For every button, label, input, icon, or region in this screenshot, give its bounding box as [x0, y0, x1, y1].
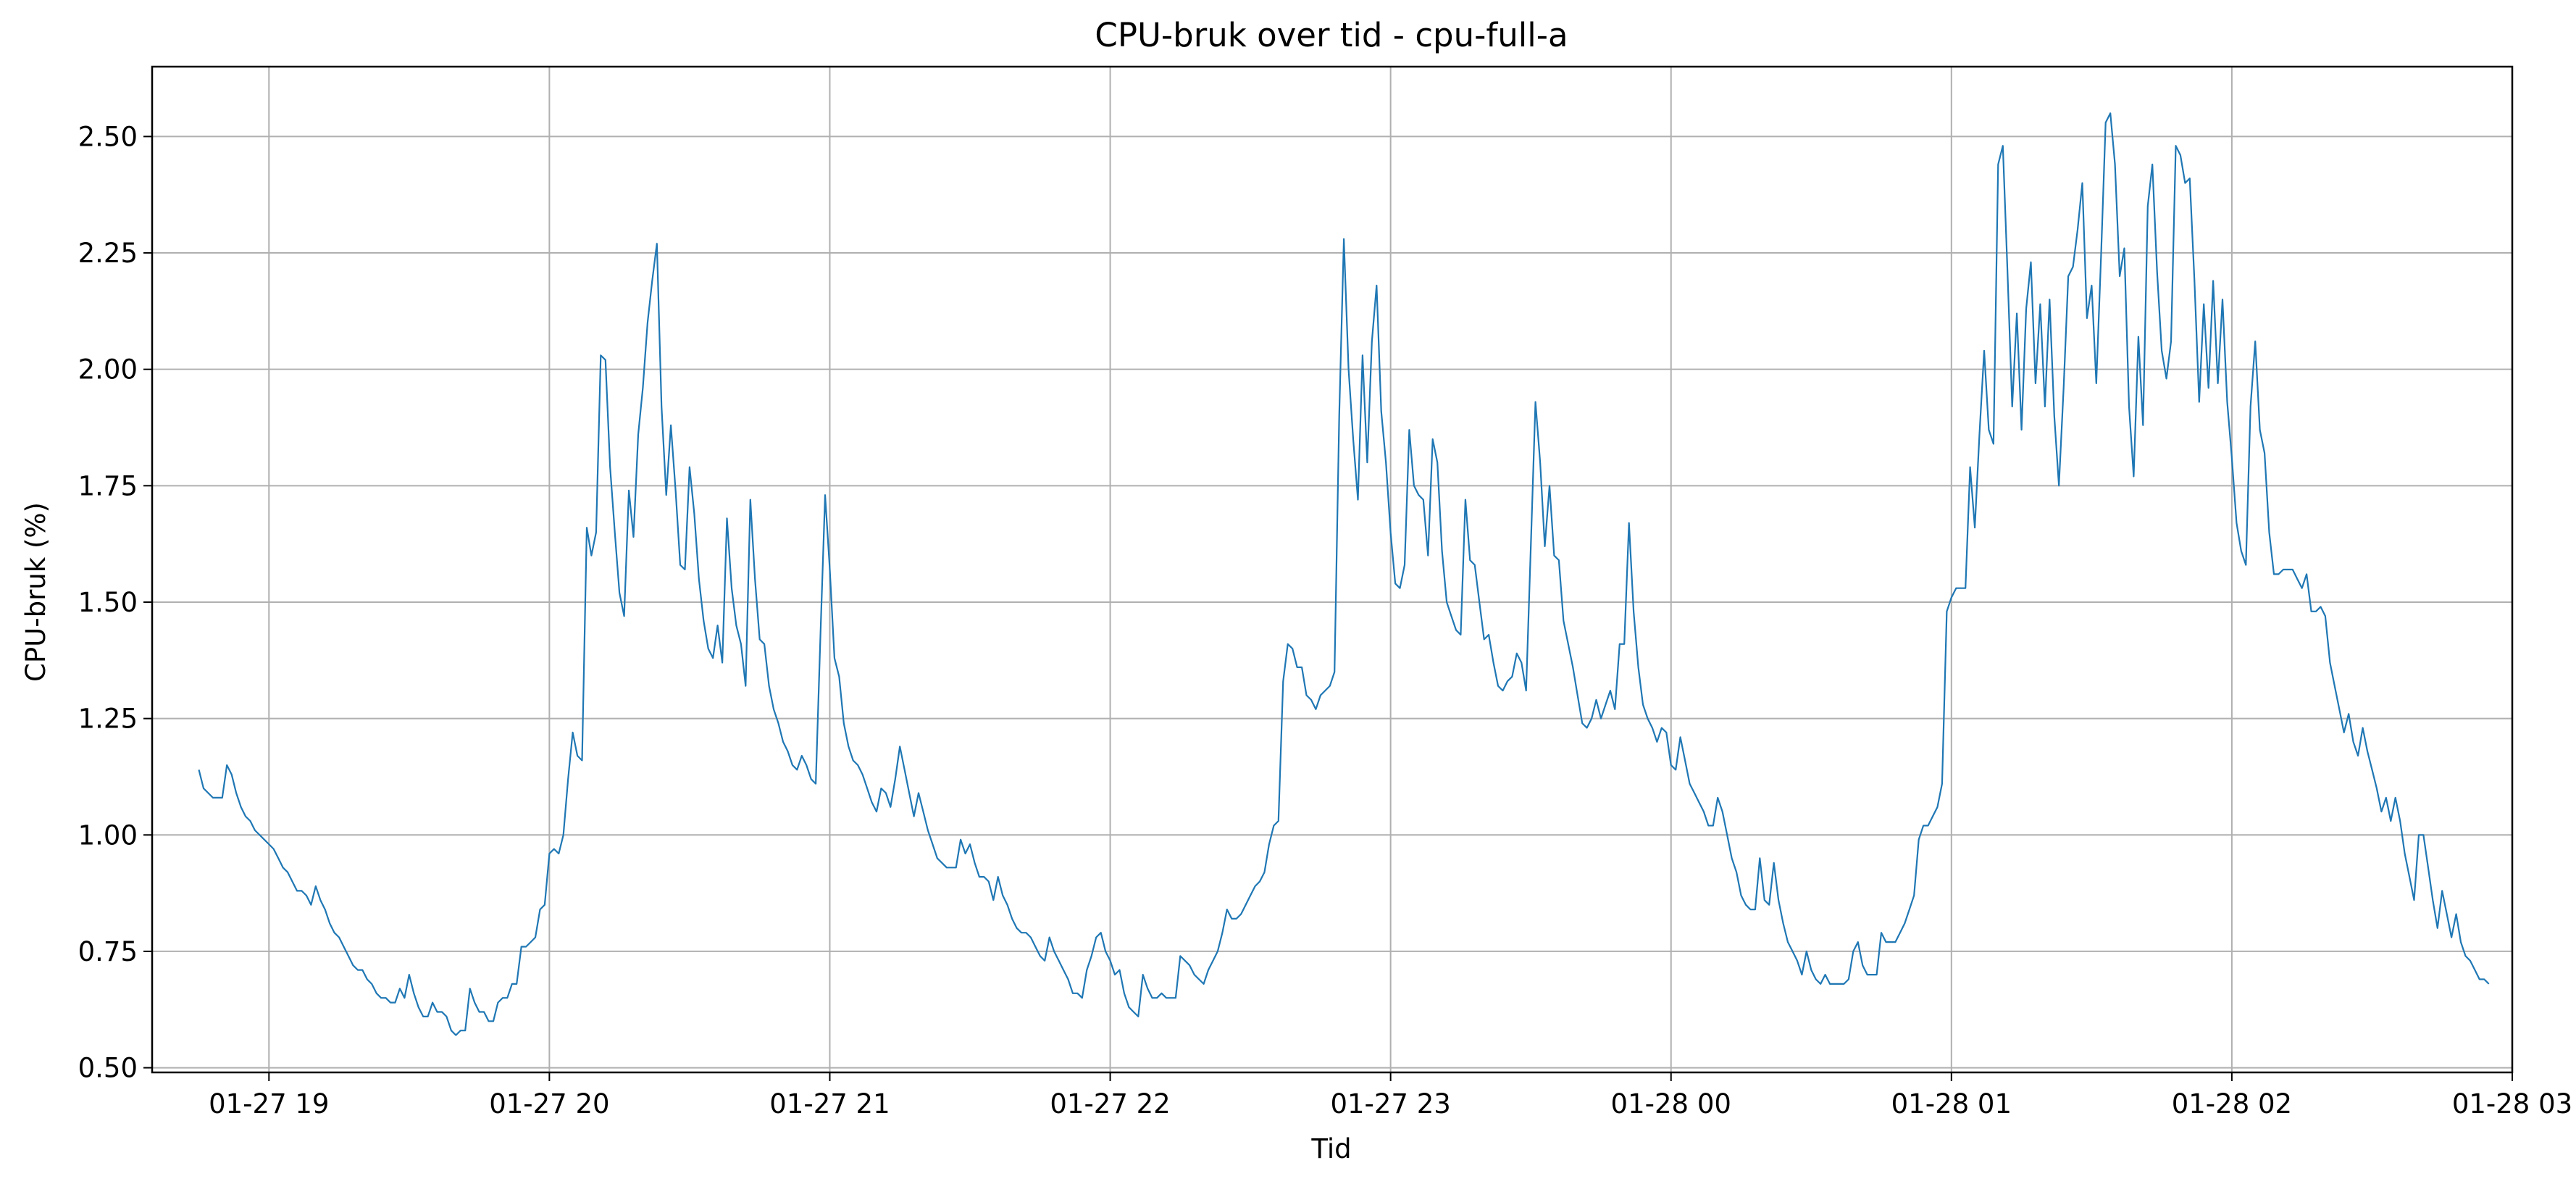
plot-area: [198, 112, 2490, 1036]
grid-lines: [152, 67, 2513, 1072]
x-tick-label: 01-27 20: [489, 1088, 609, 1120]
x-tick-label: 01-28 01: [1891, 1088, 2012, 1120]
x-axis-label: Tid: [1310, 1133, 1351, 1164]
chart-title: CPU-bruk over tid - cpu-full-a: [1095, 16, 1568, 54]
y-axis-label: CPU-bruk (%): [20, 502, 51, 682]
x-tick-label: 01-27 22: [1050, 1088, 1170, 1120]
x-tick-label: 01-28 00: [1611, 1088, 1731, 1120]
cpu-usage-line: [198, 112, 2490, 1036]
x-tick-label: 01-27 19: [209, 1088, 329, 1120]
x-axis-ticks: 01-27 19 01-27 20 01-27 21 01-27 22 01-27 23…: [209, 1072, 2572, 1120]
x-tick-label: 01-28 02: [2172, 1088, 2292, 1120]
plot-frame: [151, 65, 2514, 1074]
y-tick-label: 2.50: [78, 121, 138, 152]
y-tick-label: 1.25: [78, 704, 138, 735]
y-tick-label: 0.50: [78, 1053, 138, 1084]
y-tick-label: 1.00: [78, 820, 138, 851]
y-tick-label: 1.50: [78, 587, 138, 618]
y-tick-label: 2.25: [78, 238, 138, 269]
x-tick-label: 01-28 03: [2452, 1088, 2572, 1120]
y-tick-label: 1.75: [78, 470, 138, 501]
x-tick-label: 01-27 23: [1330, 1088, 1450, 1120]
x-tick-label: 01-27 21: [769, 1088, 890, 1120]
y-tick-label: 0.75: [78, 936, 138, 967]
y-tick-label: 2.00: [78, 354, 138, 385]
y-axis-ticks: 0.50 0.75 1.00 1.25 1.50 1.75 2.00 2.25 2.50: [78, 121, 152, 1084]
